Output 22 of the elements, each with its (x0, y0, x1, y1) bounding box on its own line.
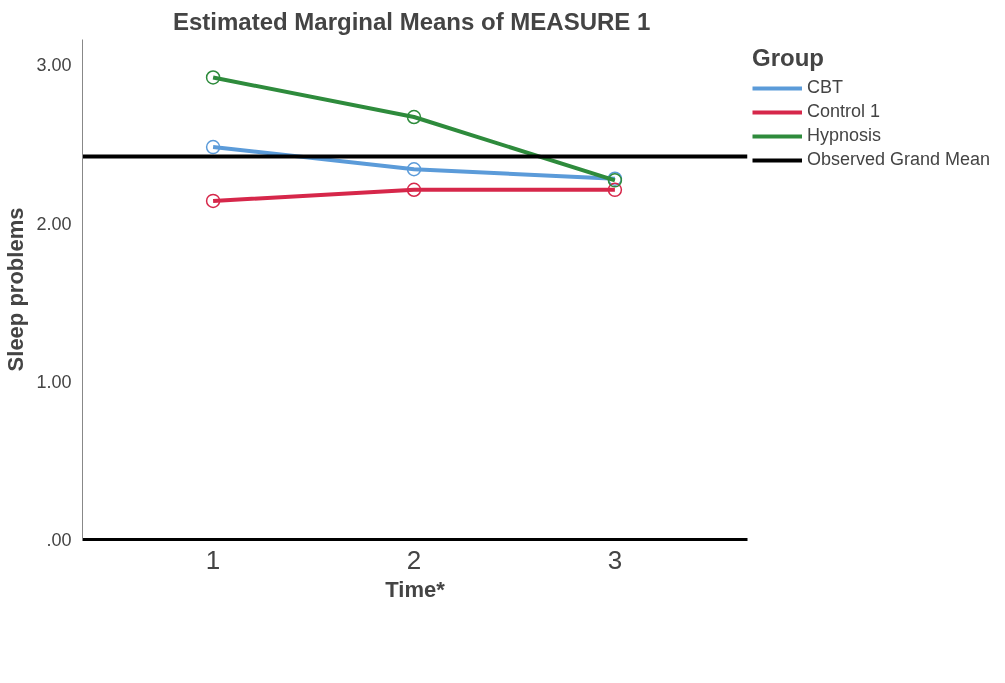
point (205, 139, 221, 155)
legend-label: CBT (807, 77, 844, 98)
point (406, 182, 422, 198)
legend-title: Group (752, 44, 825, 72)
x-axis-title: Time* (385, 576, 446, 602)
point (607, 182, 623, 198)
legend-label: Control 1 (807, 101, 881, 122)
point (205, 193, 221, 209)
ref-line-label: Observed Grand Mean (807, 149, 991, 170)
y-tick-label: 2.00 (36, 213, 72, 234)
y-tick-label: .00 (46, 530, 72, 550)
legend-label: Hypnosis (807, 125, 882, 146)
y-tick-label: 3.00 (36, 55, 72, 76)
point (406, 109, 422, 125)
x-tick-label: 2 (406, 544, 422, 575)
x-tick-label: 3 (607, 544, 623, 575)
y-tick-label: 1.00 (36, 371, 72, 392)
point (406, 162, 422, 177)
y-axis-title: Sleep problems (3, 207, 29, 372)
point (205, 70, 221, 85)
x-tick-label: 1 (205, 544, 221, 575)
chart-title: Estimated Marginal Means of MEASURE 1 (172, 7, 651, 35)
